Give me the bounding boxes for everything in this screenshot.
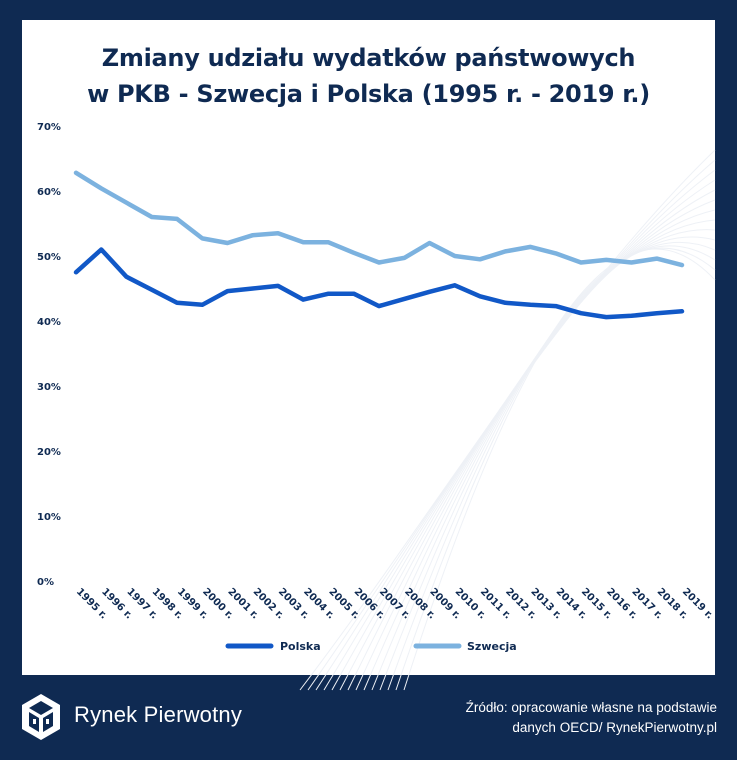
title-line-2: w PKB - Szwecja i Polska (1995 r. - 2019… (87, 80, 650, 108)
y-tick-label: 10% (37, 512, 61, 523)
rynek-pierwotny-logo-icon (20, 692, 62, 742)
background-wave-line (363, 229, 716, 691)
legend-label-szwecja: Szwecja (467, 640, 517, 653)
y-tick-label: 30% (37, 382, 61, 393)
source-note: Źródło: opracowanie własne na podstawie … (397, 698, 717, 738)
chart-title: Zmiany udziału wydatków państwowych w PK… (22, 40, 715, 112)
title-line-1: Zmiany udziału wydatków państwowych (101, 44, 636, 72)
background-wave-line (403, 248, 716, 691)
legend-label-polska: Polska (280, 640, 321, 653)
series-line-szwecja (73, 170, 685, 268)
background-wave-line (379, 241, 716, 691)
chart-card (22, 20, 715, 675)
y-tick-label: 40% (37, 317, 61, 328)
source-line-1: Źródło: opracowanie własne na podstawie (465, 700, 717, 715)
background-wave-line (355, 219, 716, 691)
series-line-polska (73, 247, 685, 320)
y-tick-label: 20% (37, 447, 61, 458)
source-line-2: danych OECD/ RynekPierwotny.pl (512, 720, 717, 735)
brand-name: Rynek Pierwotny (74, 702, 243, 727)
y-tick-label: 60% (37, 187, 61, 198)
y-tick-label: 0% (37, 577, 54, 588)
y-tick-label: 70% (37, 122, 61, 133)
y-tick-label: 50% (37, 252, 61, 263)
